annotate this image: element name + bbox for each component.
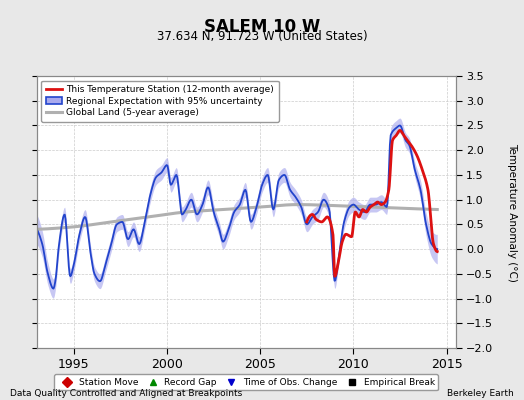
Text: Berkeley Earth: Berkeley Earth (447, 389, 514, 398)
Legend: Station Move, Record Gap, Time of Obs. Change, Empirical Break: Station Move, Record Gap, Time of Obs. C… (54, 374, 438, 390)
Y-axis label: Temperature Anomaly (°C): Temperature Anomaly (°C) (507, 142, 517, 282)
Text: Data Quality Controlled and Aligned at Breakpoints: Data Quality Controlled and Aligned at B… (10, 389, 243, 398)
Text: SALEM 10 W: SALEM 10 W (204, 18, 320, 36)
Text: 37.634 N, 91.723 W (United States): 37.634 N, 91.723 W (United States) (157, 30, 367, 43)
